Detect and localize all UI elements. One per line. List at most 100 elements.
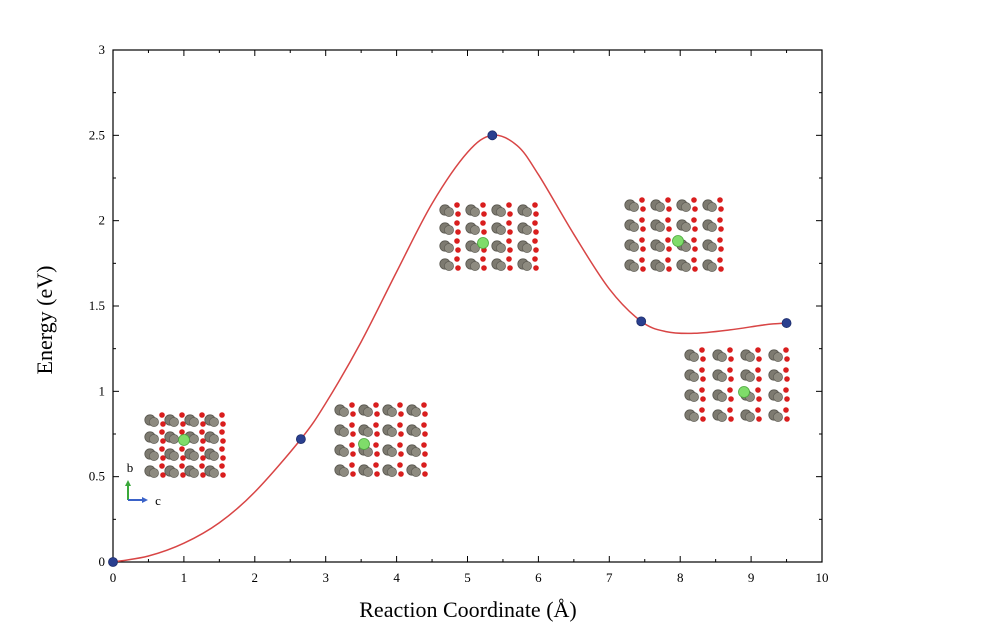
- metal-atom: [655, 222, 665, 232]
- oxygen-atom: [640, 226, 646, 232]
- oxygen-atom: [199, 429, 205, 435]
- oxygen-atom: [349, 462, 355, 468]
- metal-atom: [209, 417, 219, 427]
- oxygen-atom: [717, 197, 723, 203]
- metal-atom: [707, 262, 717, 272]
- oxygen-atom: [756, 416, 762, 422]
- oxygen-atom: [532, 220, 538, 226]
- oxygen-atom: [717, 217, 723, 223]
- oxygen-atom: [784, 376, 790, 382]
- oxygen-atom: [398, 451, 404, 457]
- metal-atom: [717, 392, 727, 402]
- oxygen-atom: [373, 442, 379, 448]
- oxygen-atom: [480, 220, 486, 226]
- oxygen-atom: [374, 451, 380, 457]
- oxygen-atom: [480, 256, 486, 262]
- oxygen-atom: [506, 238, 512, 244]
- oxygen-atom: [219, 412, 225, 418]
- structure-inset-3: [439, 202, 539, 271]
- oxygen-atom: [160, 472, 166, 478]
- oxygen-atom: [700, 416, 706, 422]
- oxygen-atom: [691, 197, 697, 203]
- oxygen-atom: [350, 451, 356, 457]
- oxygen-atom: [666, 246, 672, 252]
- oxygen-atom: [727, 387, 733, 393]
- oxygen-atom: [666, 226, 672, 232]
- metal-atom: [444, 261, 454, 271]
- oxygen-atom: [180, 455, 186, 461]
- oxygen-atom: [700, 396, 706, 402]
- metal-atom: [522, 243, 532, 253]
- oxygen-atom: [200, 438, 206, 444]
- metal-atom: [470, 261, 480, 271]
- oxygen-atom: [691, 237, 697, 243]
- lithium-ion: [738, 386, 750, 398]
- crystal-structure-insets: [144, 197, 790, 478]
- metal-atom: [189, 468, 199, 478]
- oxygen-atom: [481, 229, 487, 235]
- oxygen-atom: [639, 257, 645, 263]
- metal-atom: [209, 434, 219, 444]
- oxygen-atom: [374, 411, 380, 417]
- metal-atom: [444, 225, 454, 235]
- y-tick-label: 3: [99, 42, 106, 57]
- metal-atom: [209, 451, 219, 461]
- y-axis-title: Energy (eV): [32, 266, 57, 375]
- oxygen-atom: [640, 246, 646, 252]
- oxygen-atom: [755, 407, 761, 413]
- oxygen-atom: [220, 421, 226, 427]
- oxygen-atom: [755, 347, 761, 353]
- oxygen-atom: [755, 387, 761, 393]
- metal-atom: [363, 427, 373, 437]
- metal-atom: [522, 225, 532, 235]
- oxygen-atom: [422, 471, 428, 477]
- metal-atom: [339, 407, 349, 417]
- oxygen-atom: [160, 438, 166, 444]
- oxygen-atom: [200, 421, 206, 427]
- plot-frame: [112, 49, 823, 563]
- oxygen-atom: [639, 237, 645, 243]
- oxygen-atom: [159, 446, 165, 452]
- oxygen-atom: [159, 412, 165, 418]
- oxygen-atom: [756, 396, 762, 402]
- oxygen-atom: [397, 442, 403, 448]
- oxygen-atom: [349, 422, 355, 428]
- energy-curve-series: [108, 130, 792, 567]
- metal-atom: [745, 352, 755, 362]
- data-point-marker: [108, 557, 118, 567]
- metal-atom: [387, 427, 397, 437]
- y-tick-label: 0.5: [89, 469, 105, 484]
- oxygen-atom: [728, 376, 734, 382]
- metal-atom: [169, 434, 179, 444]
- oxygen-atom: [481, 211, 487, 217]
- metal-atom: [773, 352, 783, 362]
- oxygen-atom: [200, 472, 206, 478]
- oxygen-atom: [699, 387, 705, 393]
- oxygen-atom: [691, 257, 697, 263]
- metal-atom: [169, 468, 179, 478]
- oxygen-atom: [727, 367, 733, 373]
- metal-atom: [387, 407, 397, 417]
- metal-atom: [689, 392, 699, 402]
- oxygen-atom: [159, 429, 165, 435]
- x-tick-label: 5: [464, 570, 471, 585]
- y-tick-label: 2: [99, 213, 106, 228]
- oxygen-atom: [507, 247, 513, 253]
- oxygen-atom: [784, 356, 790, 362]
- metal-atom: [339, 467, 349, 477]
- oxygen-atom: [640, 206, 646, 212]
- oxygen-atom: [533, 247, 539, 253]
- oxygen-atom: [718, 226, 724, 232]
- oxygen-atom: [421, 422, 427, 428]
- metal-atom: [707, 202, 717, 212]
- b-axis-arrowhead: [125, 480, 131, 486]
- oxygen-atom: [692, 206, 698, 212]
- metal-atom: [149, 434, 159, 444]
- y-tick-label: 2.5: [89, 127, 105, 142]
- oxygen-atom: [454, 220, 460, 226]
- metal-atom: [629, 262, 639, 272]
- oxygen-atom: [699, 347, 705, 353]
- metal-atom: [689, 412, 699, 422]
- lithium-ion: [672, 235, 684, 247]
